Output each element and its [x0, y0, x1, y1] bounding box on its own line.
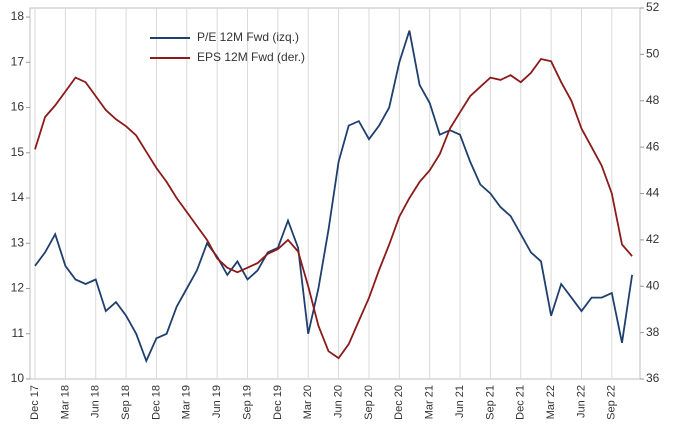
y-tick-label: 12	[11, 281, 25, 295]
x-tick-label: Sep 19	[241, 385, 253, 420]
x-tick-label: Mar 22	[545, 385, 557, 419]
y2-tick-label: 42	[646, 232, 660, 246]
series-line	[34, 30, 633, 364]
x-tick-label: Mar 18	[59, 385, 71, 419]
y-tick-label: 14	[11, 190, 25, 204]
x-tick-label: Jun 19	[211, 385, 223, 418]
x-tick-label: Jun 18	[90, 385, 102, 418]
y-tick-label: 13	[11, 235, 25, 249]
legend-label: P/E 12M Fwd (izq.)	[197, 30, 299, 44]
x-tick-label: Sep 22	[606, 385, 618, 420]
x-tick-label: Dec 17	[29, 385, 41, 420]
legend-label: EPS 12M Fwd (der.)	[197, 50, 305, 64]
y2-tick-label: 46	[646, 139, 660, 153]
x-tick-label: Jun 21	[454, 385, 466, 418]
x-tick-label: Sep 20	[363, 385, 375, 420]
x-tick-label: Mar 21	[424, 385, 436, 419]
x-tick-label: Mar 20	[302, 385, 314, 419]
x-tick-label: Dec 21	[515, 385, 527, 420]
y-tick-label: 10	[11, 371, 25, 385]
y-tick-label: 18	[11, 9, 25, 23]
y-tick-label: 15	[11, 145, 25, 159]
y2-tick-label: 44	[646, 186, 660, 200]
x-tick-label: Mar 19	[181, 385, 193, 419]
x-tick-label: Dec 20	[393, 385, 405, 420]
x-tick-label: Dec 19	[272, 385, 284, 420]
x-tick-label: Sep 21	[484, 385, 496, 420]
plot-area	[29, 7, 641, 380]
x-tick-label: Jun 20	[333, 385, 345, 418]
x-tick-label: Sep 18	[120, 385, 132, 420]
y2-tick-label: 36	[646, 371, 660, 385]
y2-tick-label: 50	[646, 47, 660, 61]
y2-tick-label: 48	[646, 93, 660, 107]
series-line	[34, 57, 633, 360]
y-tick-label: 16	[11, 100, 25, 114]
y2-tick-label: 40	[646, 278, 660, 292]
x-tick-label: Dec 18	[150, 385, 162, 420]
y2-tick-label: 52	[646, 0, 660, 14]
y-tick-label: 17	[11, 54, 25, 68]
y2-tick-label: 38	[646, 325, 660, 339]
x-tick-label: Jun 22	[575, 385, 587, 418]
y-tick-label: 11	[12, 326, 25, 340]
